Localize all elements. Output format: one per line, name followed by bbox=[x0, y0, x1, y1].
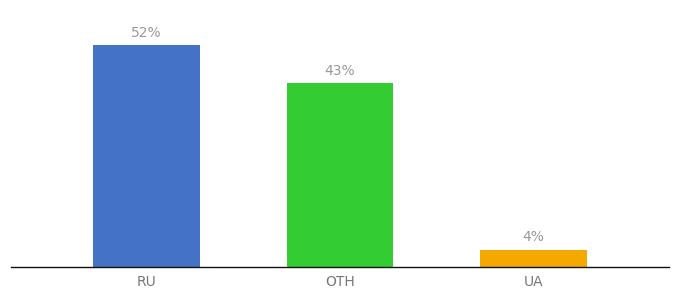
Text: 52%: 52% bbox=[131, 26, 162, 40]
Bar bbox=[93, 45, 200, 267]
Bar bbox=[287, 83, 393, 267]
Text: 43%: 43% bbox=[324, 64, 356, 78]
Text: 4%: 4% bbox=[522, 230, 545, 244]
Bar bbox=[480, 250, 587, 267]
